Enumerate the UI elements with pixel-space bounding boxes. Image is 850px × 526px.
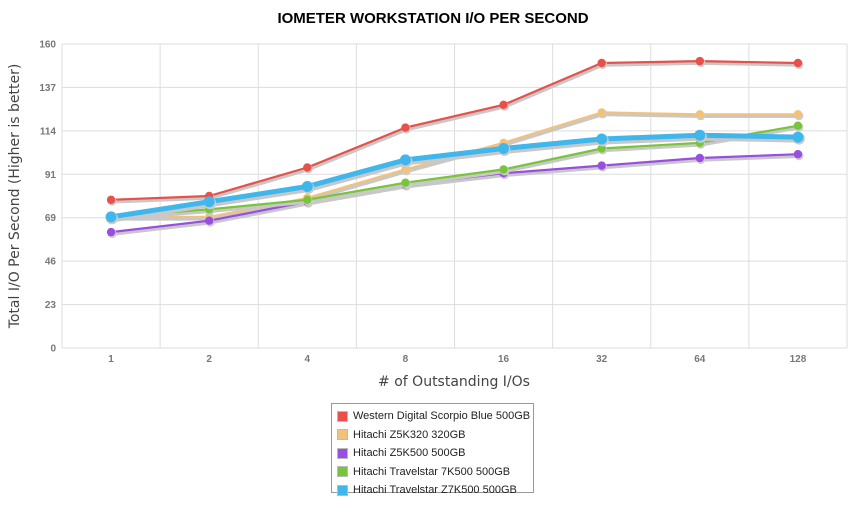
data-point — [793, 58, 803, 68]
data-point — [401, 165, 410, 174]
series-line — [110, 132, 798, 220]
data-point — [597, 108, 606, 117]
legend-item: Hitachi Z5K320 320GB — [332, 426, 533, 445]
data-point — [401, 178, 410, 187]
y-tick-label: 91 — [45, 170, 57, 181]
legend-swatch — [337, 429, 348, 441]
x-axis: 1 2 4 8 16 32 64 128 — [108, 354, 806, 365]
x-tick-label: 16 — [498, 354, 510, 365]
legend: Western Digital Scorpio Blue 500GB Hitach… — [331, 403, 534, 496]
data-point — [399, 154, 411, 166]
data-point — [401, 123, 410, 132]
y-tick-label: 114 — [40, 126, 57, 137]
chart-title: IOMETER WORKSTATION I/O PER SECOND — [277, 10, 588, 27]
data-point — [695, 153, 705, 163]
legend-item: Hitachi Z5K500 500GB — [332, 444, 533, 463]
data-point — [303, 195, 312, 204]
data-point — [596, 133, 608, 145]
x-tick-label: 32 — [596, 354, 608, 365]
x-tick-label: 128 — [790, 354, 807, 365]
legend-label: Hitachi Z5K320 320GB — [353, 428, 466, 441]
legend-label: Hitachi Z5K500 500GB — [353, 447, 466, 460]
data-point — [793, 110, 803, 119]
x-tick-label: 8 — [403, 354, 409, 365]
y-tick-label: 23 — [45, 300, 57, 311]
legend-label: Western Digital Scorpio Blue 500GB — [353, 410, 531, 423]
x-tick-label: 4 — [305, 354, 311, 365]
legend-swatch — [337, 447, 348, 459]
data-point — [498, 143, 510, 154]
y-tick-label: 69 — [45, 213, 57, 224]
y-axis-label: Total I/O Per Second (Higher is better) — [7, 64, 23, 330]
x-tick-label: 1 — [108, 354, 114, 365]
series-5 — [105, 129, 805, 225]
x-tick-label: 2 — [206, 354, 212, 365]
grid — [61, 43, 848, 349]
legend-item: Hitachi Travelstar 7K500 500GB — [332, 463, 533, 482]
data-point — [499, 100, 508, 110]
series-line — [111, 59, 798, 201]
legend-swatch — [337, 410, 348, 422]
data-point — [792, 131, 804, 143]
data-point — [695, 110, 705, 119]
series-line-shadow — [111, 154, 800, 236]
data-point — [106, 195, 116, 204]
data-point — [793, 121, 803, 130]
y-tick-label: 46 — [45, 257, 57, 268]
legend-item: Western Digital Scorpio Blue 500GB — [332, 407, 533, 426]
legend-label: Hitachi Travelstar 7K500 500GB — [353, 465, 511, 478]
x-axis-label: # of Outstanding I/Os — [378, 374, 530, 390]
series-line-shadow — [111, 125, 800, 221]
data-point — [301, 181, 313, 192]
data-point — [204, 216, 214, 225]
y-axis: 0 23 46 69 91 114 137 160 — [39, 40, 56, 355]
y-tick-label: 160 — [39, 40, 56, 51]
legend-swatch — [337, 484, 348, 496]
data-point — [793, 150, 803, 159]
legend-item: Hitachi Travelstar Z7K500 500GB — [332, 481, 533, 500]
series-lines — [105, 56, 805, 239]
data-point — [597, 58, 606, 68]
x-tick-label: 64 — [694, 354, 706, 365]
data-point — [694, 129, 706, 141]
y-tick-label: 137 — [39, 83, 56, 94]
data-point — [597, 161, 606, 170]
data-point — [105, 211, 117, 223]
data-point — [597, 144, 606, 153]
data-point — [106, 227, 116, 237]
series-line-shadow — [111, 61, 799, 204]
data-point — [695, 56, 705, 66]
y-tick-label: 0 — [50, 344, 56, 355]
series-line — [110, 124, 799, 218]
legend-label: Hitachi Travelstar Z7K500 500GB — [353, 484, 517, 497]
data-point — [203, 196, 215, 208]
data-point — [303, 163, 312, 172]
data-point — [499, 165, 508, 174]
legend-swatch — [337, 466, 348, 478]
series-1 — [106, 56, 804, 206]
